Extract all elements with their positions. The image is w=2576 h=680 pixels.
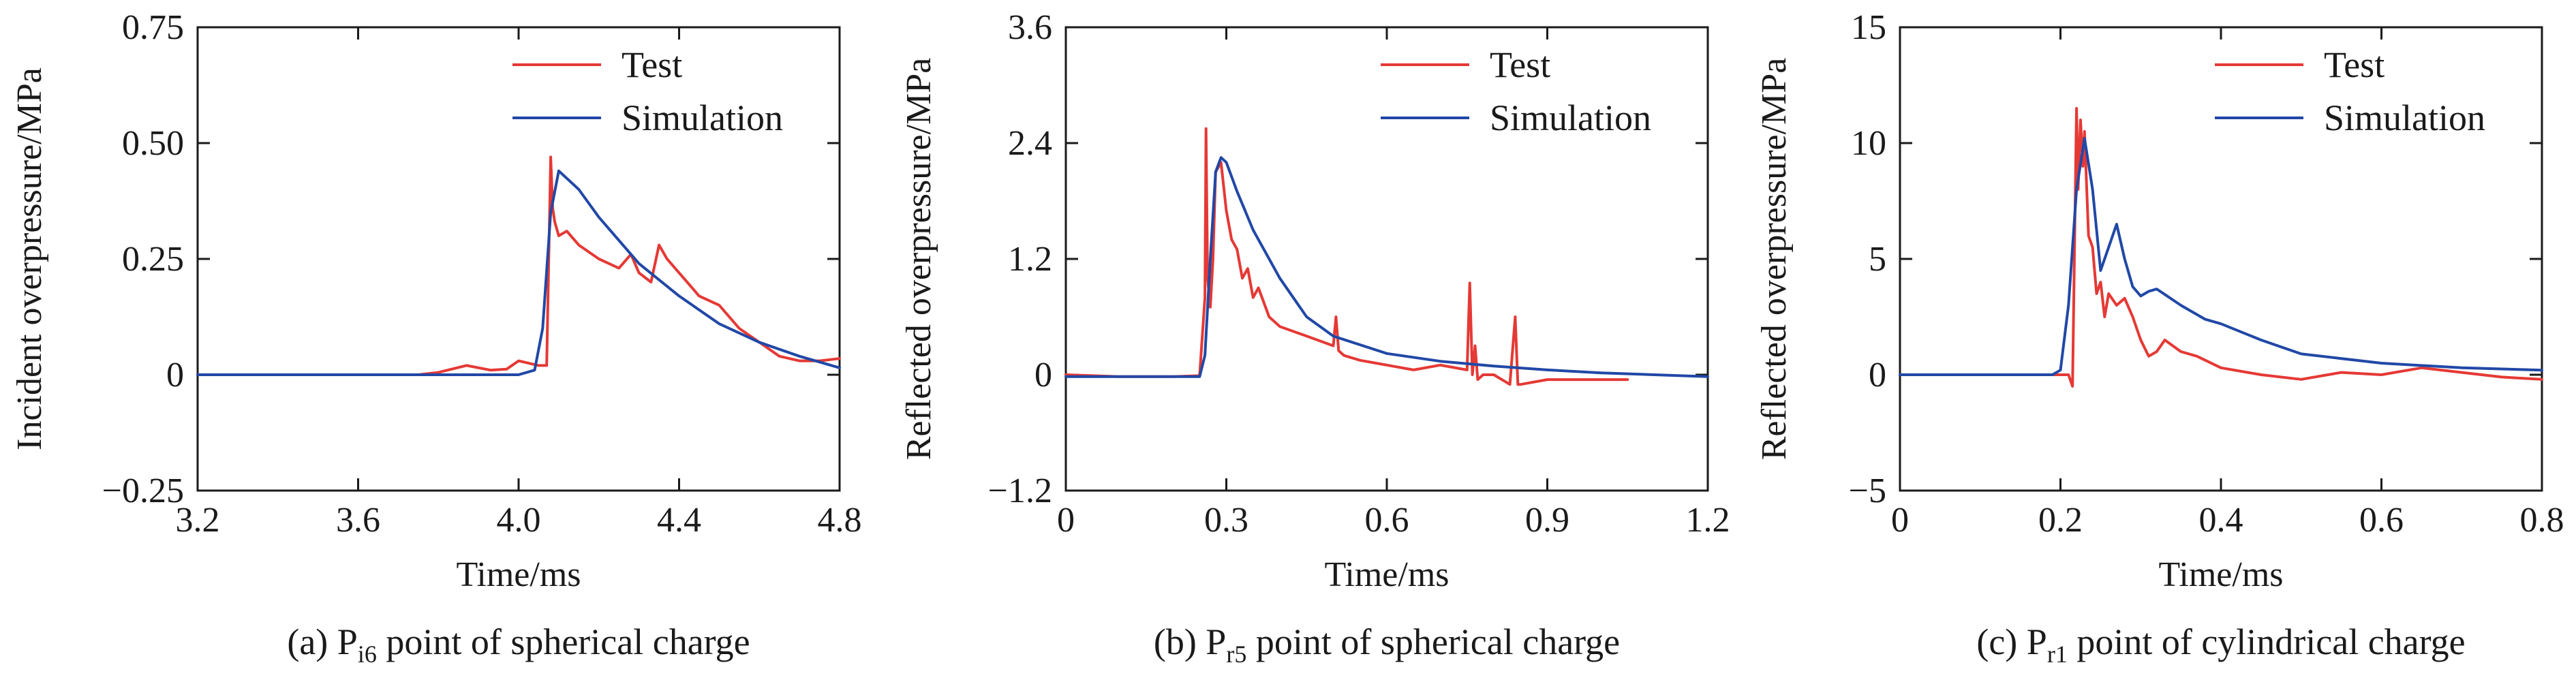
y-axis-label: Incident overpressure/MPa (10, 67, 49, 450)
x-tick-label: 0.6 (1365, 501, 1409, 540)
legend-label: Test (2324, 44, 2385, 85)
x-tick-label: 0.4 (2199, 501, 2243, 540)
y-tick-label: −5 (1849, 472, 1886, 510)
series-test-line (1064, 127, 1629, 386)
x-tick-label: 0 (1891, 501, 1909, 540)
x-tick-label: 0.6 (2359, 501, 2404, 540)
x-tick-label: 3.6 (336, 501, 380, 540)
plot-area-frame (196, 26, 841, 492)
x-axis-label: Time/ms (456, 555, 581, 594)
series-simulation-line (1064, 156, 1709, 378)
series-simulation-line (196, 169, 841, 376)
legend-label: Test (622, 44, 682, 85)
legend: Test Simulation (512, 44, 783, 138)
panel-b: 0 0.3 0.6 0.9 1.2−1.201.22.43.6 TestSimulati… (900, 8, 1730, 668)
y-tick-label: −0.25 (102, 472, 184, 510)
legend: Test Simulation (1381, 44, 1651, 138)
x-tick-label: 0.8 (2520, 501, 2564, 540)
legend-label: Simulation (622, 97, 783, 138)
y-tick-label: 5 (1869, 240, 1886, 279)
x-tick-label: 1.2 (1686, 501, 1730, 540)
x-tick-label: 0.9 (1525, 501, 1569, 540)
panel-caption: (c) Pr1 point of cylindrical charge (1976, 621, 2465, 668)
y-tick-label: 0.75 (122, 8, 184, 47)
legend-label: Test (1490, 44, 1550, 85)
legend: Test Simulation (2215, 44, 2485, 138)
series-test-line (196, 155, 841, 376)
plot-area-frame (1064, 26, 1709, 492)
x-tick-label: 0 (1057, 501, 1075, 540)
legend-label: Simulation (2324, 97, 2485, 138)
axis-ticks: 0 0.3 0.6 0.9 1.2−1.201.22.43.6 (988, 8, 1730, 540)
y-tick-label: 0 (166, 356, 184, 395)
series-lines (1899, 107, 2543, 388)
y-tick-label: 15 (1851, 8, 1886, 47)
y-axis-label: Reflected overpressure/MPa (900, 58, 938, 461)
x-tick-label: 0.2 (2038, 501, 2083, 540)
panel-caption: (a) Pi6 point of spherical charge (287, 621, 750, 668)
x-axis-label: Time/ms (1324, 555, 1449, 594)
legend-label: Simulation (1490, 97, 1651, 138)
plot-area-frame (1899, 26, 2543, 492)
y-tick-label: 1.2 (1008, 240, 1052, 279)
x-tick-label: 4.4 (657, 501, 701, 540)
y-tick-label: 2.4 (1008, 124, 1052, 163)
y-tick-label: 10 (1851, 124, 1886, 163)
x-tick-label: 0.3 (1204, 501, 1248, 540)
x-tick-label: 3.2 (176, 501, 220, 540)
series-test-line (1899, 107, 2543, 388)
y-tick-label: 0.50 (122, 124, 184, 163)
y-axis-label: Reflected overpressure/MPa (1755, 58, 1794, 461)
series-simulation-line (1899, 137, 2543, 376)
y-tick-label: −1.2 (988, 472, 1052, 510)
panel-a: 3.2 3.6 4.0 4.4 4.8 −0.25 0 0.25 0.50 0.75 Test Si… (10, 8, 862, 668)
y-tick-label: 0 (1869, 356, 1886, 395)
series-lines (196, 155, 841, 376)
x-tick-label: 4.8 (818, 501, 862, 540)
axis-ticks: 3.2 3.6 4.0 4.4 4.8 −0.25 0 0.25 0.50 0.75 (102, 8, 862, 540)
series-lines (1064, 127, 1709, 386)
x-axis-label: Time/ms (2158, 555, 2283, 594)
y-tick-label: 3.6 (1008, 8, 1052, 47)
panel-caption: (b) Pr5 point of spherical charge (1154, 621, 1620, 668)
y-tick-label: 0 (1034, 356, 1052, 395)
x-tick-label: 4.0 (497, 501, 541, 540)
y-tick-label: 0.25 (122, 240, 184, 279)
